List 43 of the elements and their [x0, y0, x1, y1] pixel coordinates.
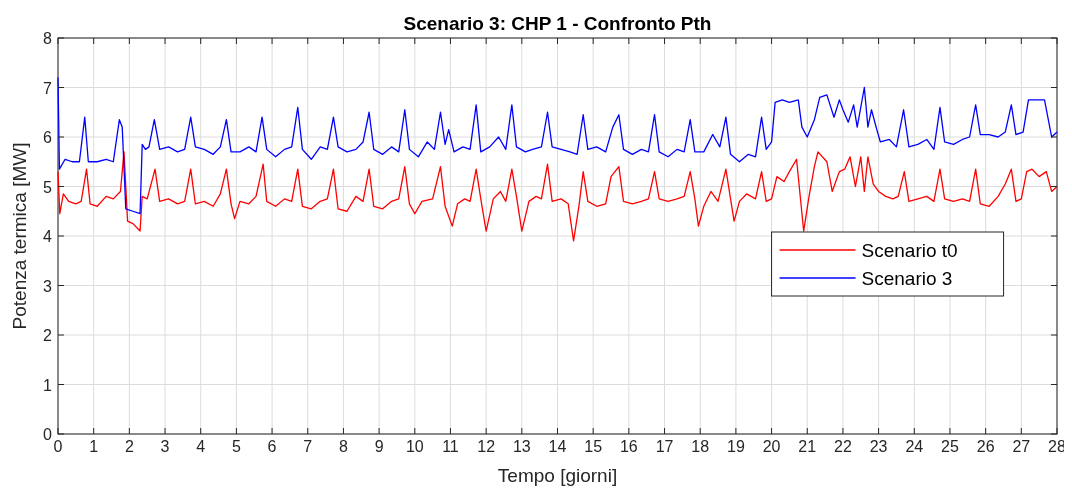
x-tick-label: 25	[941, 438, 959, 455]
x-tick-label: 9	[374, 438, 384, 455]
y-tick-label: 4	[43, 228, 53, 245]
y-tick-label: 7	[43, 79, 53, 97]
x-tick-label: 14	[548, 438, 567, 455]
x-tick-label: 4	[196, 438, 206, 455]
x-tick-label: 13	[512, 438, 531, 455]
x-tick-label: 24	[905, 438, 924, 455]
x-tick-label: 20	[762, 438, 781, 455]
x-tick-label: 21	[798, 438, 817, 455]
x-tick-label: 8	[338, 438, 348, 455]
x-tick-label: 1	[89, 438, 99, 455]
x-tick-label: 27	[1012, 438, 1031, 455]
y-tick-label: 5	[43, 178, 53, 196]
x-tick-label: 12	[477, 438, 496, 455]
x-tick-label: 10	[405, 438, 424, 455]
chart-title: Scenario 3: CHP 1 - Confronto Pth	[403, 13, 712, 34]
line-series	[57, 76, 1058, 215]
x-tick-label: 18	[691, 438, 710, 455]
x-tick-label: 22	[834, 438, 852, 455]
legend-label: Scenario t0	[861, 240, 958, 261]
x-tick-label: 15	[584, 438, 603, 455]
x-tick-label: 2	[124, 438, 134, 455]
x-axis-title: Tempo [giorni]	[497, 465, 618, 486]
x-tick-label: 6	[267, 438, 277, 455]
y-axis-title: Potenza termica [MW]	[9, 142, 30, 330]
x-tick-label: 17	[655, 438, 674, 455]
y-tick-label: 1	[43, 376, 53, 394]
line-series	[57, 151, 1058, 242]
legend-label: Scenario 3	[861, 268, 953, 289]
y-tick-label: 8	[43, 30, 53, 47]
x-tick-label: 11	[442, 438, 459, 455]
y-tick-label: 6	[43, 129, 53, 146]
x-tick-label: 5	[231, 438, 241, 455]
y-tick-label: 0	[43, 426, 53, 443]
x-tick-label: 19	[726, 438, 745, 455]
x-tick-label: 7	[303, 438, 313, 455]
y-tick-label: 2	[43, 327, 53, 344]
x-tick-label: 3	[160, 438, 170, 455]
y-tick-label: 3	[43, 277, 53, 295]
x-tick-label: 26	[976, 438, 995, 455]
x-tick-label: 16	[619, 438, 638, 455]
x-tick-label: 23	[869, 438, 888, 455]
